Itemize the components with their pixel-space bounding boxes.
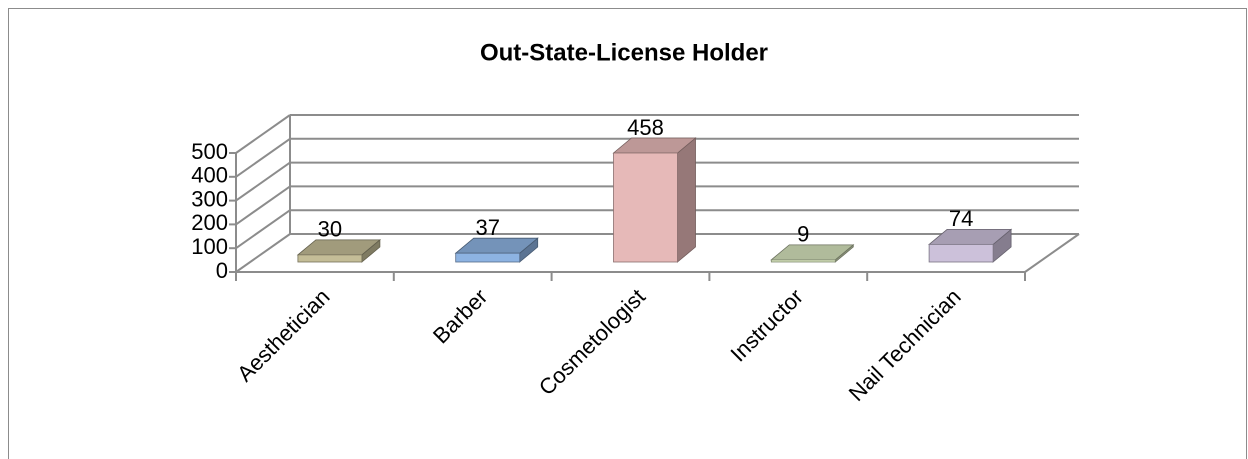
y-tick-label: 500 [191, 139, 228, 164]
grid-line [235, 233, 291, 273]
bar [455, 252, 521, 263]
y-tick-label: 400 [191, 163, 228, 188]
data-label: 458 [627, 115, 664, 140]
chart-title: Out-State-License Holder [480, 39, 768, 66]
data-label: 9 [797, 222, 809, 247]
grid-line [235, 114, 291, 154]
y-tick-label: 200 [191, 210, 228, 235]
data-label: 37 [475, 215, 499, 240]
bar [297, 254, 363, 263]
y-tick-label: 100 [191, 234, 228, 259]
bar-side [677, 137, 696, 263]
grid-line [235, 137, 291, 178]
bar [613, 152, 678, 263]
grid-line [235, 185, 291, 226]
y-tick-label: 0 [216, 258, 228, 283]
bar [770, 259, 836, 263]
grid-line [235, 209, 291, 250]
data-label: 74 [949, 206, 973, 231]
y-tick-label: 300 [191, 186, 228, 211]
bar [928, 243, 994, 263]
floor-edge [1024, 233, 1080, 273]
grid-line [235, 161, 291, 202]
data-label: 30 [318, 217, 342, 242]
